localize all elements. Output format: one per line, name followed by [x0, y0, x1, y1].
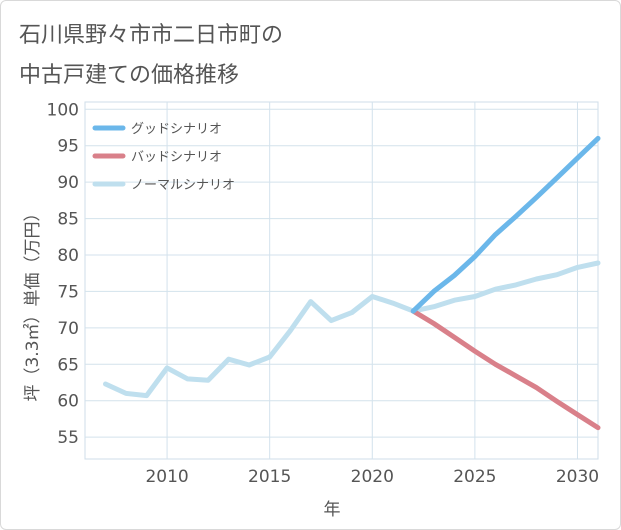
- legend-label-2: ノーマルシナリオ: [131, 178, 235, 193]
- x-tick-label: 2025: [453, 467, 496, 487]
- y-tick-labels: 55 60 65 70 75 80 85 90 95 100: [47, 100, 79, 448]
- y-tick-label: 70: [57, 319, 79, 339]
- y-tick-label: 75: [57, 282, 79, 302]
- y-tick-label: 65: [57, 355, 79, 375]
- x-tick-label: 2020: [351, 467, 394, 487]
- chart-title-line-1: 石川県野々市市二日市町の: [19, 23, 284, 48]
- grid: [84, 101, 599, 460]
- series-lines: [103, 135, 601, 431]
- y-tick-label: 60: [57, 392, 79, 412]
- y-tick-label: 90: [57, 173, 79, 193]
- x-axis-label: 年: [324, 500, 341, 520]
- series-line-1: [410, 308, 601, 431]
- plot-area-border: [84, 101, 599, 460]
- y-tick-label: 100: [47, 100, 79, 120]
- chart-title-line-2: 中古戸建ての価格推移: [19, 63, 240, 88]
- legend-label-0: グッドシナリオ: [131, 122, 222, 137]
- y-tick-label: 80: [57, 246, 79, 266]
- series-line-0: [410, 135, 601, 314]
- y-tick-label: 55: [57, 428, 79, 448]
- y-axis-label: 坪（3.3㎡）単価（万円）: [23, 204, 43, 401]
- x-tick-labels: 2010 2015 2020 2025 2030: [145, 467, 599, 487]
- legend-label-1: バッドシナリオ: [131, 150, 222, 165]
- x-tick-label: 2030: [556, 467, 599, 487]
- y-tick-label: 85: [57, 210, 79, 230]
- series-line-2: [103, 260, 601, 399]
- x-tick-label: 2015: [248, 467, 291, 487]
- y-tick-label: 95: [57, 137, 79, 157]
- x-tick-label: 2010: [145, 467, 188, 487]
